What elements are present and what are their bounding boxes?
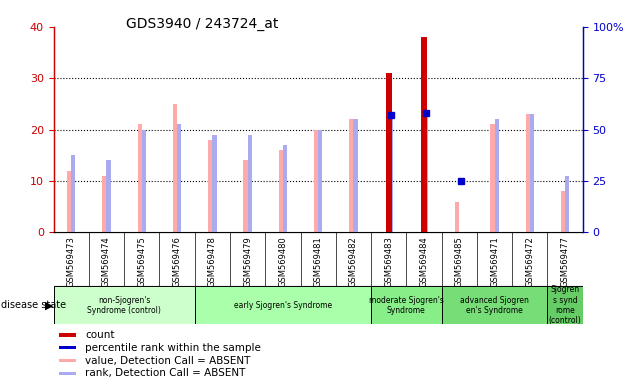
Text: advanced Sjogren
en's Syndrome: advanced Sjogren en's Syndrome: [460, 296, 529, 315]
Bar: [177, 124, 181, 232]
Bar: [547, 286, 583, 324]
Bar: [195, 286, 371, 324]
Bar: [386, 73, 392, 232]
Bar: [283, 145, 287, 232]
Text: GSM569480: GSM569480: [278, 237, 287, 287]
Text: GSM569475: GSM569475: [137, 237, 146, 287]
Text: GSM569471: GSM569471: [490, 237, 499, 287]
Text: non-Sjogren's
Syndrome (control): non-Sjogren's Syndrome (control): [87, 296, 161, 315]
Bar: [59, 359, 76, 362]
Bar: [495, 119, 499, 232]
Bar: [212, 135, 217, 232]
Bar: [142, 130, 146, 232]
Bar: [102, 176, 106, 232]
Bar: [389, 119, 393, 232]
Text: GSM569479: GSM569479: [243, 237, 252, 287]
Bar: [525, 114, 530, 232]
Text: GSM569478: GSM569478: [208, 237, 217, 288]
Bar: [173, 104, 177, 232]
Text: early Sjogren's Syndrome: early Sjogren's Syndrome: [234, 301, 332, 310]
Bar: [71, 155, 76, 232]
Text: Sjogren
s synd
rome
(control): Sjogren s synd rome (control): [549, 285, 581, 325]
Text: moderate Sjogren's
Syndrome: moderate Sjogren's Syndrome: [369, 296, 444, 315]
Bar: [59, 372, 76, 375]
Text: GSM569481: GSM569481: [314, 237, 323, 287]
Text: rank, Detection Call = ABSENT: rank, Detection Call = ABSENT: [85, 368, 246, 378]
Bar: [137, 124, 142, 232]
Bar: [561, 191, 565, 232]
Bar: [371, 286, 442, 324]
Bar: [353, 119, 358, 232]
Bar: [59, 346, 76, 349]
Text: GDS3940 / 243724_at: GDS3940 / 243724_at: [126, 17, 278, 31]
Bar: [424, 114, 428, 232]
Bar: [67, 170, 71, 232]
Bar: [314, 130, 318, 232]
Bar: [278, 150, 283, 232]
Text: disease state: disease state: [1, 300, 66, 310]
Bar: [59, 333, 76, 336]
Bar: [490, 124, 495, 232]
Text: GSM569482: GSM569482: [349, 237, 358, 287]
Bar: [208, 140, 212, 232]
Text: GSM569476: GSM569476: [173, 237, 181, 288]
Bar: [421, 37, 427, 232]
Bar: [248, 135, 252, 232]
Text: value, Detection Call = ABSENT: value, Detection Call = ABSENT: [85, 356, 251, 366]
Bar: [565, 176, 570, 232]
Text: count: count: [85, 330, 115, 340]
Bar: [243, 161, 248, 232]
Text: GSM569485: GSM569485: [455, 237, 464, 287]
Bar: [530, 114, 534, 232]
Text: GSM569483: GSM569483: [384, 237, 393, 288]
Bar: [106, 161, 111, 232]
Text: GSM569474: GSM569474: [102, 237, 111, 287]
Text: GSM569484: GSM569484: [420, 237, 428, 287]
Text: ▶: ▶: [45, 300, 54, 310]
Text: GSM569472: GSM569472: [525, 237, 534, 287]
Text: percentile rank within the sample: percentile rank within the sample: [85, 343, 261, 353]
Text: GSM569477: GSM569477: [561, 237, 570, 288]
Bar: [455, 202, 459, 232]
Text: GSM569473: GSM569473: [67, 237, 76, 288]
Bar: [349, 119, 353, 232]
Bar: [54, 286, 195, 324]
Bar: [318, 130, 323, 232]
Bar: [442, 286, 547, 324]
